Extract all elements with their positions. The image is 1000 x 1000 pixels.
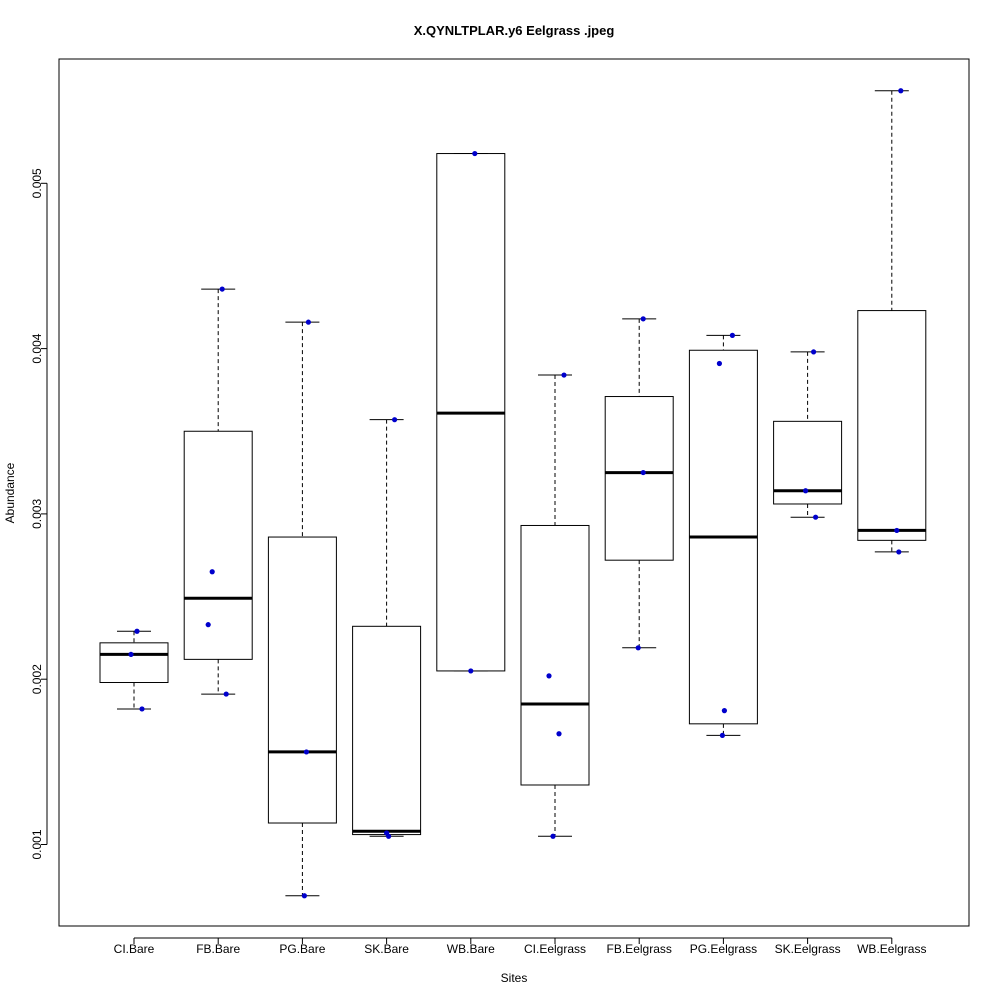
box-PG.Bare [267, 321, 337, 897]
box-WB.Eelgrass [857, 90, 927, 553]
x-tick-label: SK.Eelgrass [775, 942, 841, 956]
data-point [305, 319, 311, 325]
data-point [896, 549, 902, 555]
data-point [894, 527, 900, 534]
data-point [472, 150, 478, 157]
data-point [139, 706, 145, 712]
data-point [898, 88, 904, 94]
x-tick-label: SK.Bare [364, 942, 409, 956]
data-point [811, 349, 817, 355]
data-point [468, 668, 474, 674]
data-point [635, 645, 641, 651]
x-axis: CI.Bare FB.Bare PG.Bare SK.Bare WB.Bare CI.Ee… [114, 937, 926, 956]
x-tick-label: FB.Bare [196, 942, 240, 956]
data-point [561, 372, 567, 378]
data-point [303, 749, 309, 755]
data-point [546, 673, 552, 679]
y-tick-label: 0.001 [30, 829, 44, 859]
y-tick-label: 0.002 [30, 664, 44, 694]
data-point [803, 488, 809, 494]
iqr-box [520, 524, 590, 786]
data-point [209, 569, 215, 575]
data-point [640, 469, 646, 476]
box-CI.Bare [99, 630, 169, 710]
data-point [729, 332, 736, 338]
boxes [99, 90, 927, 897]
x-tick-label: FB.Eelgrass [607, 942, 672, 956]
data-point [223, 691, 229, 697]
y-tick-label: 0.003 [30, 499, 44, 529]
x-tick-label: CI.Bare [114, 942, 155, 956]
box-PG.Eelgrass [688, 334, 758, 736]
x-tick-label: WB.Bare [447, 942, 495, 956]
data-point [392, 417, 398, 423]
data-points [128, 88, 904, 899]
data-point [640, 316, 646, 322]
iqr-box [604, 396, 674, 561]
x-axis-label: Sites [501, 971, 528, 985]
x-tick-label: WB.Eelgrass [857, 942, 926, 956]
box-FB.Bare [183, 288, 253, 695]
box-CI.Eelgrass [520, 374, 590, 837]
y-tick-label: 0.005 [30, 168, 44, 198]
y-tick-label: 0.004 [30, 333, 44, 363]
data-point [556, 731, 562, 737]
box-SK.Bare [352, 419, 422, 837]
iqr-box [352, 625, 422, 836]
data-point [128, 651, 134, 658]
data-point [386, 833, 392, 839]
plot-frame [58, 58, 970, 927]
data-point [301, 893, 307, 899]
data-point [219, 286, 225, 292]
x-tick-label: PG.Eelgrass [690, 942, 757, 956]
data-point [813, 514, 819, 520]
y-axis: 0.001 0.002 0.003 0.004 0.005 [30, 168, 48, 860]
data-point [721, 708, 728, 714]
data-point [719, 732, 726, 739]
iqr-box [183, 430, 253, 660]
data-point [550, 833, 556, 839]
box-WB.Bare [436, 153, 506, 672]
iqr-box [99, 642, 169, 684]
data-point [134, 628, 140, 634]
chart-title: X.QYNLTPLAR.y6 Eelgrass .jpeg [414, 23, 615, 38]
iqr-box [267, 536, 337, 824]
y-axis-label: Abundance [3, 462, 17, 523]
x-tick-label: CI.Eelgrass [524, 942, 586, 956]
box-FB.Eelgrass [604, 318, 674, 649]
iqr-box [857, 310, 927, 541]
data-point [205, 622, 211, 628]
data-point [716, 360, 723, 367]
x-tick-label: PG.Bare [279, 942, 325, 956]
